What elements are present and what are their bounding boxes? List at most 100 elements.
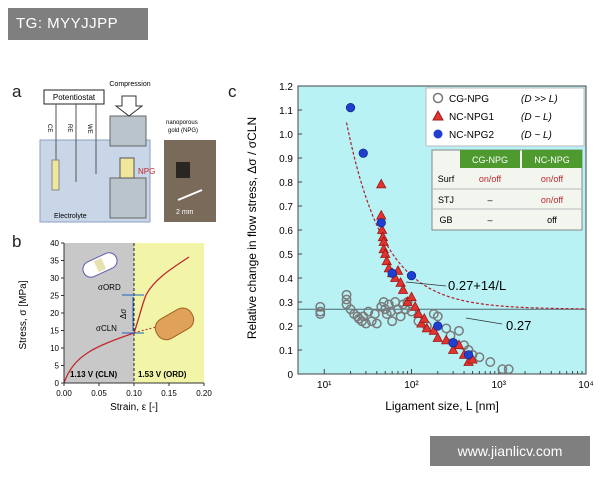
y-tick-label: 0.7	[279, 202, 293, 213]
panel-b-ytick-label: 20	[50, 309, 59, 318]
scale-bar	[177, 189, 203, 201]
re-label: RE	[66, 124, 72, 132]
ce-label: CE	[46, 124, 52, 132]
x-tick-label: 10¹	[317, 380, 332, 391]
y-tick-label: 0.3	[279, 298, 293, 309]
fit-label: 0.27+14/L	[448, 278, 506, 293]
nc-npg2-point	[448, 338, 458, 348]
table-row-label: STJ	[438, 195, 454, 205]
cg-npg-point	[371, 318, 382, 329]
nc-npg1-point	[416, 317, 427, 328]
mechanism-table: CG-NPG NC-NPG Surf on/off on/off STJ – o…	[431, 149, 583, 231]
photo-caption-1: nanoporous	[166, 120, 198, 126]
chart-xlabel: Ligament size, L [nm]	[385, 399, 499, 413]
baseline-label-leader	[465, 317, 503, 325]
compression-label: Compression	[109, 81, 150, 88]
potentiostat-box	[43, 89, 105, 105]
x-tick-label: 10³	[492, 380, 507, 391]
cln-sample-icon	[82, 252, 118, 278]
scale-label: 2 mm	[176, 209, 194, 216]
y-tick-label: 0.8	[279, 178, 293, 189]
nc-npg1-point	[447, 344, 459, 354]
cg-npg-point	[363, 306, 374, 317]
counter-electrode	[51, 159, 60, 191]
panel-b-ytick-label: 25	[50, 292, 59, 301]
watermark: www.jianlicv.com	[430, 436, 590, 466]
cg-npg-point	[378, 297, 389, 307]
nc-npg2-point	[376, 218, 386, 228]
fit-label-leader	[405, 281, 447, 287]
table-cell: –	[487, 195, 492, 205]
lower-piston	[109, 177, 147, 219]
panel-c-chart: 0 0.1 0.2 0.3 0.4 0.5 0.6 0.7 0.8 0.9 1.0 1.1 1.2 10¹…	[245, 82, 594, 413]
panel-b-ytick-label: 40	[50, 239, 59, 248]
panel-b-stress-strain-plot: σORD σCLN Δσ 1.13 V (CLN) 1.53 V (ORD) 0…	[18, 239, 212, 413]
y-tick-label: 1.1	[279, 106, 293, 117]
panel-a-letter: a	[12, 82, 22, 101]
chart-axes: 0 0.1 0.2 0.3 0.4 0.5 0.6 0.7 0.8 0.9 1.0 1.1 1.2 10¹…	[279, 82, 594, 391]
cg-npg-point	[369, 309, 380, 319]
nc-npg2-point	[433, 321, 443, 331]
panel-b-ytick-label: 10	[50, 344, 59, 353]
cg-npg-point	[485, 357, 496, 367]
x-tick-label: 10⁴	[578, 380, 593, 391]
panel-b-ticks: 0.00 0.05 0.10 0.15 0.20 0 5 10 15 20 25 30 35 40	[50, 239, 212, 398]
chart-ylabel: Relative change in flow stress, Δσ / σCL…	[245, 117, 259, 339]
chart-legend: CG-NPG (D >> L) NC-NPG1 (D ~ L) NC-NPG2 …	[425, 87, 585, 147]
y-tick-label: 0.5	[279, 250, 293, 261]
panel-b-ytick-label: 30	[50, 274, 59, 283]
compression-arrow-icon	[114, 95, 144, 117]
ord-region	[134, 243, 204, 383]
nc-npg1-point	[397, 284, 409, 294]
cg-npg-point	[406, 306, 417, 317]
we-label: WE	[86, 124, 92, 134]
npg-photo	[164, 140, 216, 222]
fit-curve-group	[345, 122, 586, 310]
table-cell: on/off	[479, 174, 502, 184]
nc-npg2-point	[358, 148, 368, 158]
panel-b-ytick-label: 0	[55, 379, 60, 388]
table-row-label: GB	[439, 215, 452, 225]
nc-npg1-point	[413, 308, 424, 318]
nc-npg1-point	[440, 334, 452, 345]
ord-sample-icon	[154, 307, 195, 341]
nc-npg1-point	[402, 296, 413, 306]
legend-nc1-name: NC-NPG1	[449, 112, 494, 123]
table-header-cg-text: CG-NPG	[472, 155, 508, 165]
potentiostat-label: Potentiostat	[53, 93, 96, 102]
fit-curve	[345, 122, 586, 310]
legend-nc2-marker	[433, 129, 443, 139]
nc-npg1-point	[381, 255, 393, 266]
legend-cg-cond: (D >> L)	[521, 94, 558, 105]
legend-nc2-cond: (D ~ L)	[521, 130, 552, 141]
table-cell: –	[487, 215, 492, 225]
x-tick-label: 10²	[404, 380, 419, 391]
legend-nc1-marker	[432, 109, 444, 121]
cg-npg-point	[395, 311, 406, 322]
cg-npg-point	[387, 316, 398, 327]
cg-npg-point	[360, 318, 371, 329]
cg-npg-point	[315, 301, 326, 312]
nc-npg1-point	[379, 248, 391, 258]
table-header-nc-text: NC-NPG	[534, 155, 570, 165]
y-tick-label: 0.6	[279, 226, 293, 237]
cg-npg-point	[441, 323, 452, 334]
cg-npg-point	[497, 364, 508, 375]
panel-b-xtick-label: 0.05	[91, 389, 107, 398]
nc-npg2-point	[345, 102, 356, 113]
panel-b-ytick-label: 35	[50, 257, 59, 266]
table-header-nc	[522, 150, 582, 168]
table-cell: on/off	[541, 195, 564, 205]
delta-sigma-label: Δσ	[119, 309, 128, 319]
table-cell: on/off	[541, 174, 564, 184]
panel-b-xtick-label: 0.10	[126, 389, 142, 398]
electrolyte-label: Electrolyte	[54, 213, 87, 220]
sigma-cln-label: σCLN	[96, 324, 117, 333]
cg-npg-point	[503, 364, 514, 375]
y-tick-label: 0.4	[279, 274, 293, 285]
panel-b-letter: b	[12, 232, 22, 251]
nc-npg1-point	[375, 178, 387, 189]
data-points	[315, 102, 514, 375]
y-tick-label: 0.9	[279, 154, 293, 165]
nc-npg2-point	[406, 271, 417, 281]
